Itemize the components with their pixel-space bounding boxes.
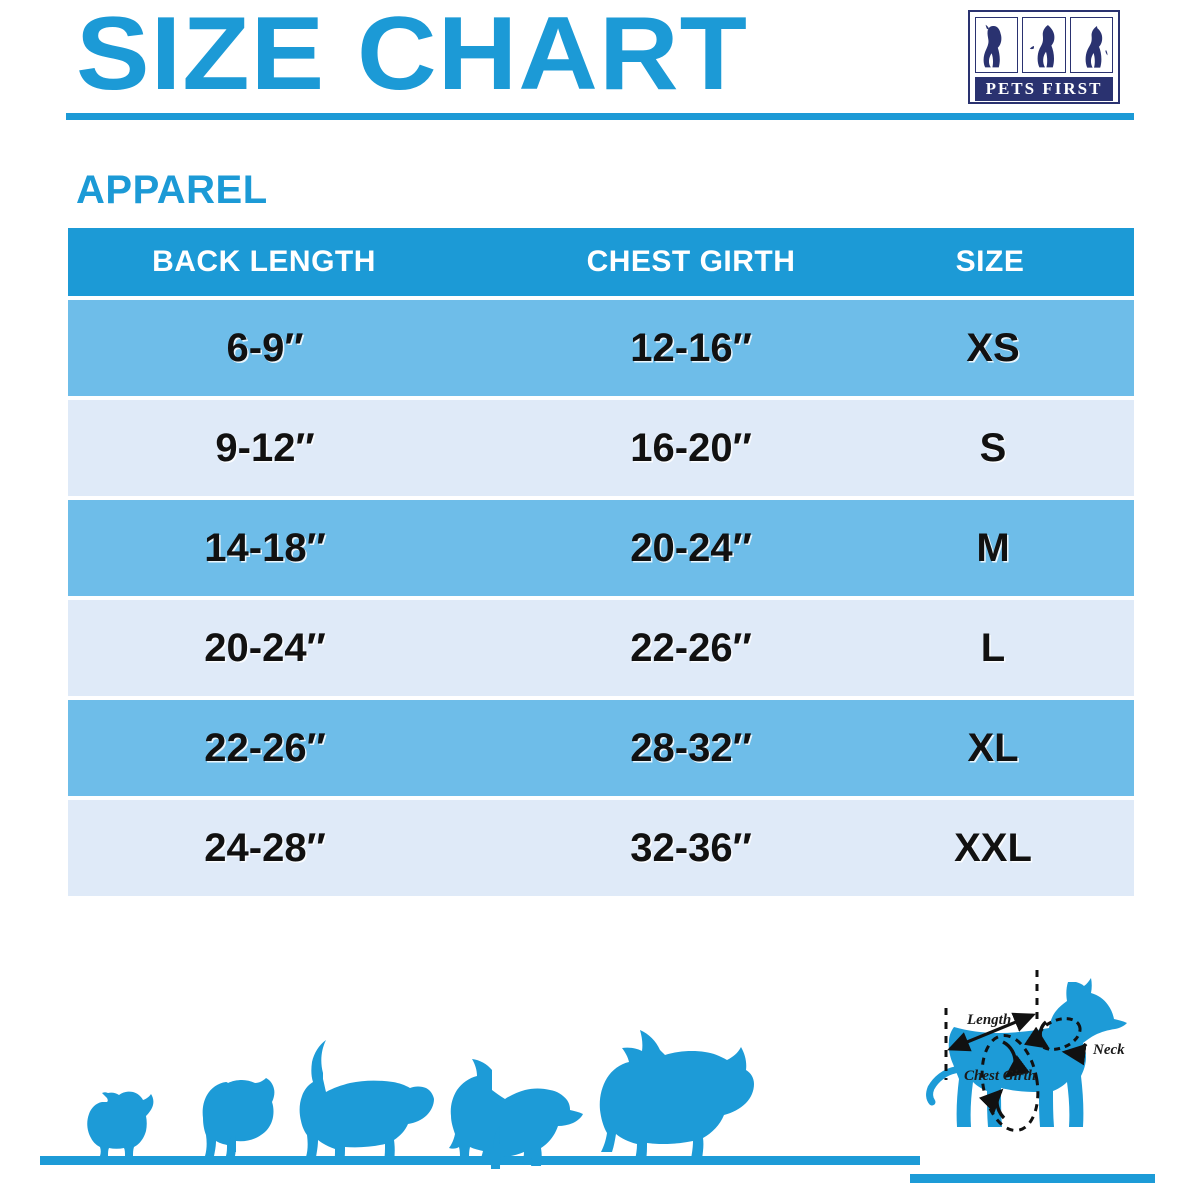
cell-size: L <box>980 625 1006 670</box>
ground-line <box>40 1156 920 1165</box>
table-row: 20-24″ 22-26″ L <box>68 600 1134 696</box>
column-header-back-length: BACK LENGTH <box>152 245 376 278</box>
cell-chest-girth: 20-24″ <box>630 525 752 570</box>
table-row: 14-18″ 20-24″ M <box>68 500 1134 596</box>
cell-size: XL <box>967 725 1019 770</box>
measurement-diagram: Length Chest Girth Neck <box>910 970 1155 1183</box>
chest-girth-arrow-top <box>1002 1040 1030 1079</box>
cell-size: S <box>979 425 1007 470</box>
label-length: Length <box>966 1012 1011 1028</box>
table-row: 9-12″ 16-20″ S <box>68 400 1134 496</box>
dog-silhouette-l <box>449 1059 583 1169</box>
diagram-ground-line <box>910 1174 1155 1183</box>
column-header-chest-girth: CHEST GIRTH <box>586 245 796 278</box>
logo-wordmark: PETS FIRST <box>975 77 1113 101</box>
table-row: 6-9″ 12-16″ XS <box>68 300 1134 396</box>
dog-illustration-section: Length Chest Girth Neck <box>0 930 1200 1200</box>
cell-back-length: 9-12″ <box>215 425 315 470</box>
cell-back-length: 14-18″ <box>204 525 326 570</box>
length-measure-arrow <box>947 1012 1036 1052</box>
page-header: SIZE CHART P <box>0 0 1200 140</box>
page-title: SIZE CHART <box>76 0 749 112</box>
logo-dog-standing-icon <box>1069 17 1113 73</box>
cell-chest-girth: 12-16″ <box>630 325 752 370</box>
cell-back-length: 24-28″ <box>204 825 326 870</box>
label-chest-girth: Chest Girth <box>964 1068 1036 1084</box>
logo-dog-sitting-icon <box>975 17 1019 73</box>
logo-dog-howling-icon <box>1022 17 1066 73</box>
dog-size-lineup <box>40 1030 920 1169</box>
dog-silhouette-s <box>202 1078 275 1156</box>
table-row: 22-26″ 28-32″ XL <box>68 700 1134 796</box>
label-neck: Neck <box>1092 1042 1125 1058</box>
column-header-size: SIZE <box>955 245 1025 278</box>
cell-chest-girth: 16-20″ <box>630 425 752 470</box>
cell-chest-girth: 32-36″ <box>630 825 752 870</box>
neck-arrow-left <box>1023 1020 1050 1049</box>
size-chart-table: BACK LENGTH CHEST GIRTH SIZE 6-9″ 12-16″… <box>68 228 1134 900</box>
neck-arrow-right <box>1061 1042 1088 1066</box>
cell-size: M <box>976 525 1010 570</box>
cell-back-length: 6-9″ <box>226 325 304 370</box>
cell-back-length: 20-24″ <box>204 625 326 670</box>
title-divider-rule <box>66 113 1134 120</box>
cell-back-length: 22-26″ <box>204 725 326 770</box>
chest-girth-ellipse <box>980 1033 1040 1133</box>
dog-silhouette-m <box>299 1040 434 1162</box>
dog-silhouette-xs <box>87 1091 154 1156</box>
cell-size: XXL <box>954 825 1032 870</box>
brand-logo: PETS FIRST <box>968 10 1120 104</box>
dog-silhouette-xl <box>599 1030 754 1160</box>
table-header-row: BACK LENGTH CHEST GIRTH SIZE <box>68 228 1134 296</box>
section-label-apparel: APPAREL <box>76 168 268 212</box>
table-row: 24-28″ 32-36″ XXL <box>68 800 1134 896</box>
cell-chest-girth: 28-32″ <box>630 725 752 770</box>
cell-size: XS <box>966 325 1020 370</box>
chest-girth-arrow-bottom <box>978 1088 1006 1120</box>
cell-chest-girth: 22-26″ <box>630 625 752 670</box>
logo-dog-panels <box>975 17 1113 73</box>
